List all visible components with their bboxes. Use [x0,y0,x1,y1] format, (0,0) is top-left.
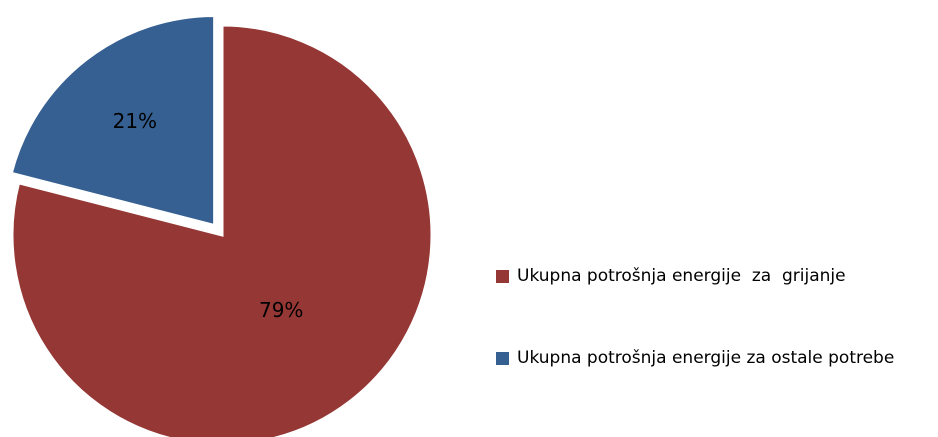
pie-slice [10,23,434,437]
data-label: 79% [259,298,303,322]
legend-label: Ukupna potrošnja energije za grijanje [517,266,846,286]
legend-swatch [496,270,509,283]
data-label: 21% [113,109,157,133]
legend-swatch [496,352,509,365]
legend-item: Ukupna potrošnja energije za ostale potr… [496,344,926,372]
pie-slice [9,14,217,228]
legend-label: Ukupna potrošnja energije za ostale potr… [517,348,895,368]
legend-item: Ukupna potrošnja energije za grijanje [496,262,926,290]
